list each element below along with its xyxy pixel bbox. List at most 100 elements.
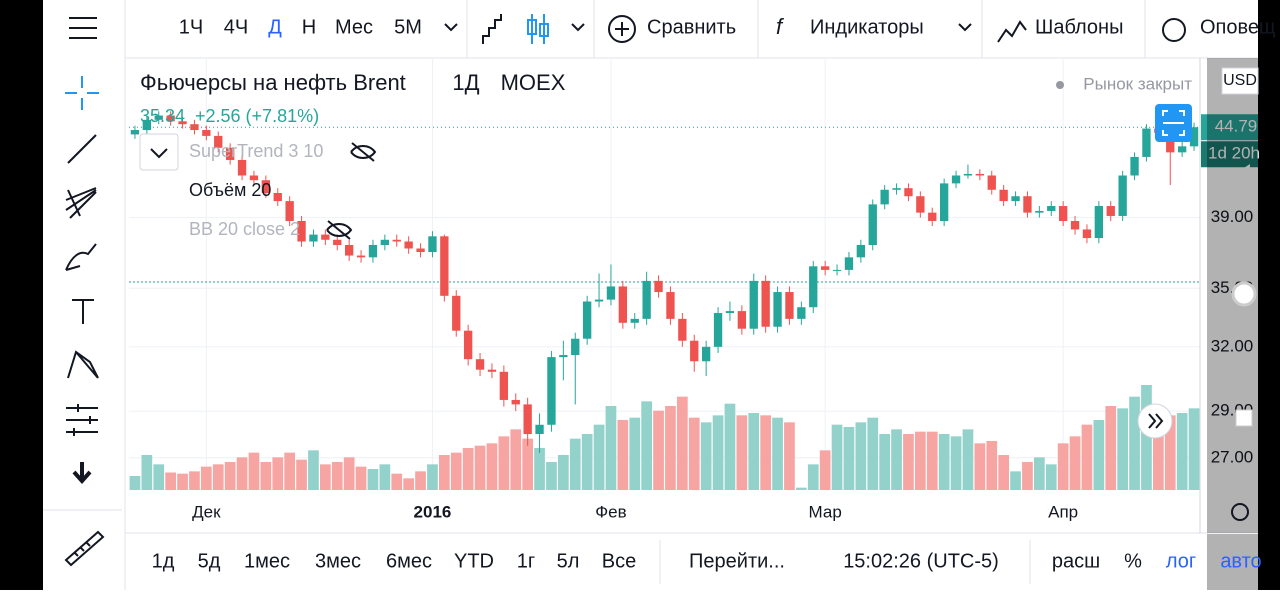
text-tool[interactable]: [72, 299, 94, 324]
volume-bar: [129, 476, 141, 490]
range-button[interactable]: 5д: [198, 550, 221, 572]
settings-icon[interactable]: [1231, 503, 1249, 521]
candle-body: [523, 404, 532, 435]
candle-body: [273, 192, 282, 202]
indicator-label[interactable]: Объём 20: [189, 180, 271, 200]
hidden-icon[interactable]: [350, 142, 377, 162]
volume-bar: [914, 431, 926, 490]
scroll-tool[interactable]: [72, 462, 92, 485]
line-tool[interactable]: [67, 134, 97, 164]
chart-type-icon[interactable]: [482, 14, 502, 44]
candle-body: [190, 124, 199, 131]
range-button[interactable]: 1мес: [244, 550, 290, 572]
templates-icon[interactable]: [997, 20, 1027, 43]
indicators-button[interactable]: Индикаторы: [810, 16, 924, 38]
compare-icon[interactable]: [608, 15, 636, 43]
collapse-icon: [150, 148, 168, 159]
candle-body: [1058, 206, 1068, 221]
volume-bar: [260, 462, 272, 490]
type-dropdown[interactable]: [571, 23, 585, 32]
fib-tool[interactable]: [65, 187, 97, 219]
candle-icon[interactable]: [531, 14, 545, 44]
candle-body: [428, 236, 437, 253]
range-button[interactable]: 5л: [557, 550, 580, 572]
candle-body: [237, 159, 247, 176]
indicator-label[interactable]: BB 20 close 2: [189, 219, 300, 239]
interval[interactable]: 1Ч: [179, 16, 203, 38]
scale-handle[interactable]: [1235, 409, 1253, 427]
volume-bar: [843, 427, 855, 490]
scale-option-active[interactable]: лог: [1166, 550, 1196, 572]
candle-body: [499, 371, 509, 400]
interval[interactable]: 5М: [394, 16, 422, 38]
candle-body: [737, 311, 747, 329]
scale-handle[interactable]: [1231, 281, 1257, 307]
candle-body: [820, 266, 830, 270]
volume-bar: [165, 472, 177, 490]
compare-button[interactable]: Сравнить: [647, 16, 736, 38]
candle-body: [463, 330, 473, 360]
ruler-tool[interactable]: [64, 530, 105, 567]
alerts-icon[interactable]: [1162, 18, 1186, 42]
candle-body: [214, 135, 223, 148]
volume-bar: [974, 443, 986, 490]
interval[interactable]: 4Ч: [224, 16, 248, 38]
volume-bar: [272, 457, 284, 490]
measure-tool[interactable]: [66, 404, 98, 436]
candle-body: [321, 234, 330, 240]
clock[interactable]: 15:02:26 (UTC-5): [843, 550, 999, 572]
interval[interactable]: Мес: [335, 16, 373, 38]
crosshair-tool[interactable]: [65, 76, 99, 110]
hidden-icon[interactable]: [326, 220, 353, 240]
brush-tool[interactable]: [65, 243, 97, 271]
candle-body: [309, 234, 318, 242]
interval[interactable]: Н: [302, 16, 316, 38]
interval-active[interactable]: Д: [268, 16, 282, 38]
range-button[interactable]: 1д: [152, 550, 175, 572]
scale-option-active[interactable]: авто: [1220, 550, 1261, 572]
candle-body: [547, 357, 556, 425]
indicators-icon[interactable]: f: [776, 14, 785, 39]
volume-bar: [629, 417, 641, 490]
candle-body: [761, 280, 770, 327]
goto-button[interactable]: Перейти...: [689, 550, 785, 572]
candle-body: [1166, 132, 1175, 153]
candle-body: [261, 180, 271, 193]
indicators-dropdown[interactable]: [958, 23, 972, 32]
volume-bar: [819, 450, 831, 490]
range-button[interactable]: 1г: [517, 550, 535, 572]
scale-option[interactable]: %: [1124, 550, 1142, 572]
candle-body: [166, 115, 175, 122]
range-button[interactable]: YTD: [454, 550, 494, 572]
range-button[interactable]: Все: [602, 550, 636, 572]
volume-bar: [641, 401, 653, 490]
indicator-label[interactable]: SuperTrend 3 10: [189, 141, 323, 161]
volume-bar: [343, 457, 355, 490]
range-button[interactable]: 3мес: [315, 550, 361, 572]
candle-body: [975, 173, 985, 176]
y-tick-label: 39.00: [1211, 207, 1254, 226]
pattern-tool[interactable]: [67, 350, 99, 379]
chart-exchange: MOEX: [501, 70, 566, 95]
scale-option[interactable]: расш: [1052, 550, 1100, 572]
menu-icon[interactable]: [69, 17, 97, 39]
volume-bar: [1022, 462, 1033, 490]
candle-body: [880, 189, 889, 205]
volume-bar: [438, 455, 450, 490]
alerts-button[interactable]: Оповещ: [1200, 16, 1276, 38]
volume-bar: [1152, 410, 1164, 490]
candle-body: [285, 201, 294, 221]
templates-button[interactable]: Шаблоны: [1035, 16, 1123, 38]
range-button[interactable]: 6мес: [386, 550, 432, 572]
candle-body: [582, 301, 592, 339]
currency-box[interactable]: [1221, 67, 1259, 95]
volume-bar: [284, 452, 296, 490]
candle-body: [785, 292, 794, 319]
volume-bar: [665, 406, 676, 490]
volume-bar: [498, 436, 510, 490]
collapse-button[interactable]: [139, 133, 179, 171]
x-tick-label: Апр: [1048, 502, 1078, 521]
interval-dropdown[interactable]: [444, 23, 458, 32]
volume-bar: [879, 434, 891, 490]
